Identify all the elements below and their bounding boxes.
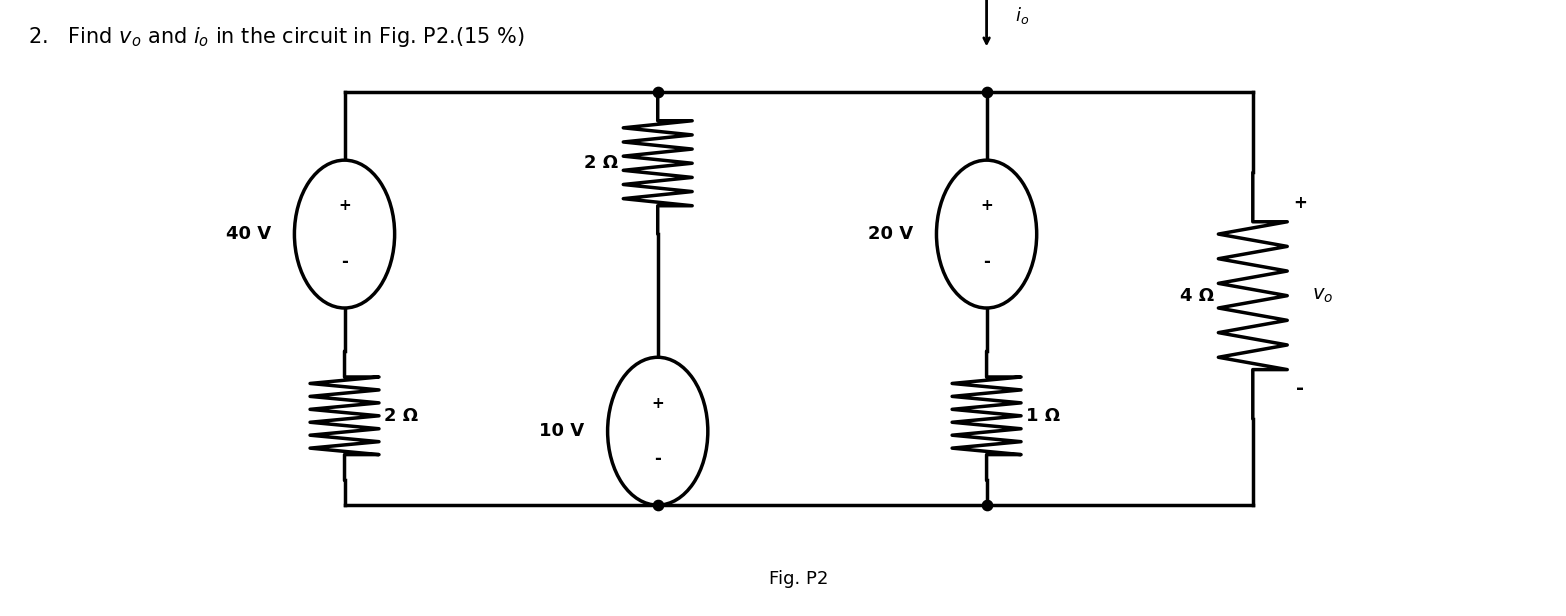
Text: +: + <box>338 198 351 214</box>
Text: -: - <box>1295 379 1304 397</box>
Text: 2 Ω: 2 Ω <box>584 154 619 172</box>
Text: -: - <box>655 450 661 468</box>
Ellipse shape <box>608 357 708 505</box>
Text: 4 Ω: 4 Ω <box>1179 286 1214 305</box>
Text: $v_o$: $v_o$ <box>1312 286 1334 305</box>
Text: 40 V: 40 V <box>226 225 271 243</box>
Point <box>645 500 670 510</box>
Text: -: - <box>341 253 348 271</box>
Text: +: + <box>651 395 664 411</box>
Point <box>974 87 999 97</box>
Point <box>974 500 999 510</box>
Point <box>645 87 670 97</box>
Text: +: + <box>980 198 993 214</box>
Ellipse shape <box>936 160 1037 308</box>
Text: $i_o$: $i_o$ <box>1015 5 1029 26</box>
Text: 10 V: 10 V <box>539 422 584 440</box>
Text: 2.   Find $v_o$ and $i_o$ in the circuit in Fig. P2.(15 %): 2. Find $v_o$ and $i_o$ in the circuit i… <box>28 25 525 49</box>
Text: 1 Ω: 1 Ω <box>1026 407 1060 425</box>
Text: 2 Ω: 2 Ω <box>384 407 418 425</box>
Text: 20 V: 20 V <box>868 225 913 243</box>
Text: Fig. P2: Fig. P2 <box>769 570 828 588</box>
Text: +: + <box>1294 194 1306 213</box>
Text: -: - <box>983 253 990 271</box>
Ellipse shape <box>294 160 395 308</box>
